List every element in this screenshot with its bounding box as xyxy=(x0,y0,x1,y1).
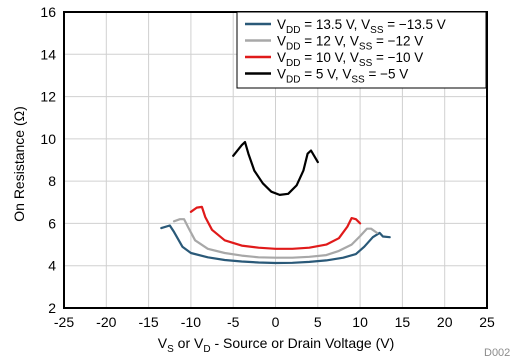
x-tick-label: -20 xyxy=(96,314,116,330)
x-tick-label: -25 xyxy=(54,314,74,330)
y-axis-title: On Resistance (Ω) xyxy=(11,106,27,222)
legend-text-part: V xyxy=(277,34,286,49)
legend-subscript: SS xyxy=(370,25,384,36)
x-tick-label: 5 xyxy=(314,314,322,330)
y-tick-label: 10 xyxy=(40,131,56,147)
y-tick-label: 2 xyxy=(48,300,56,316)
x-tick-label: 15 xyxy=(395,314,411,330)
legend-label-1: VDD = 13.5 V, VSS = −13.5 V xyxy=(277,17,446,36)
y-tick-label: 6 xyxy=(48,215,56,231)
legend-text-part: = 12 V, V xyxy=(300,34,358,49)
x-tick-label: 10 xyxy=(352,314,368,330)
y-tick-label: 16 xyxy=(40,4,56,20)
x-axis-title-or: or V xyxy=(174,335,204,351)
x-axis-title: VS or VD - Source or Drain Voltage (V) xyxy=(158,335,394,355)
legend-subscript: DD xyxy=(286,25,300,36)
legend-text-part: = −10 V xyxy=(372,50,423,65)
x-axis-title-sub2: D xyxy=(203,344,210,355)
series-line-4 xyxy=(232,140,319,196)
legend-text-part: = 13.5 V, V xyxy=(300,17,370,32)
legend-subscript: SS xyxy=(359,58,373,69)
legend-text-part: = −5 V xyxy=(365,67,409,82)
x-axis-title-sub1: S xyxy=(167,344,174,355)
legend-subscript: DD xyxy=(286,75,300,86)
series-line-2 xyxy=(172,218,379,259)
x-axis-title-rest: - Source or Drain Voltage (V) xyxy=(211,335,395,351)
legend-text-part: = −13.5 V xyxy=(384,17,446,32)
legend-text-part: V xyxy=(277,67,286,82)
x-tick-label: 0 xyxy=(272,314,280,330)
series-lines xyxy=(160,140,391,265)
series-line-1 xyxy=(160,224,391,265)
legend-label-3: VDD = 10 V, VSS = −10 V xyxy=(277,50,423,69)
legend-subscript: DD xyxy=(286,58,300,69)
legend-subscript: DD xyxy=(286,42,300,53)
x-tick-label: -5 xyxy=(227,314,240,330)
legend-label-2: VDD = 12 V, VSS = −12 V xyxy=(277,34,423,53)
figure-code: D002 xyxy=(484,347,510,359)
y-tick-label: 8 xyxy=(48,173,56,189)
legend-text-part: V xyxy=(277,50,286,65)
y-tick-label: 4 xyxy=(48,258,56,274)
legend-subscript: SS xyxy=(359,42,373,53)
x-tick-label: 25 xyxy=(479,314,495,330)
y-tick-label: 12 xyxy=(40,89,56,105)
legend-subscript: SS xyxy=(351,75,365,86)
legend-label-4: VDD = 5 V, VSS = −5 V xyxy=(277,67,408,86)
legend-text-part: = 5 V, V xyxy=(300,67,351,82)
legend-text-part: = 10 V, V xyxy=(300,50,358,65)
legend-box xyxy=(236,11,487,89)
x-tick-label: -15 xyxy=(138,314,158,330)
x-axis-title-v1: V xyxy=(158,335,168,351)
x-tick-label: -10 xyxy=(181,314,201,330)
series-line-3 xyxy=(189,205,362,250)
x-tick-label: 20 xyxy=(437,314,453,330)
x-tick-labels: -25 -20 -15 -10 -5 0 5 10 15 20 25 xyxy=(54,314,495,330)
legend-text-part: V xyxy=(277,17,286,32)
y-tick-labels: 2 4 6 8 10 12 14 16 xyxy=(40,4,56,316)
legend-text-part: = −12 V xyxy=(372,34,423,49)
y-tick-label: 14 xyxy=(40,46,56,62)
